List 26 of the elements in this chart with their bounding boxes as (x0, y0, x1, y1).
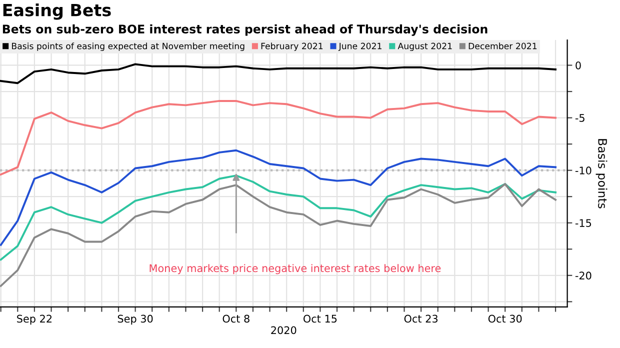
line-series (0, 149, 557, 246)
legend-label: June 2021 (338, 42, 382, 51)
x-tick-label: Oct 30 (488, 314, 522, 323)
line-series (0, 63, 557, 84)
x-tick-label: Sep 22 (17, 314, 52, 325)
y-tick-label: -5 (575, 114, 584, 122)
x-axis-title: 2020 (271, 326, 296, 334)
y-tick-label: 0 (576, 61, 581, 70)
annotation: Money markets price negative interest rates below here (150, 264, 441, 274)
x-tick-label: Oct 23 (404, 314, 438, 323)
y-tick-label: -10 (575, 166, 592, 174)
legend-label: August 2021 (398, 42, 452, 51)
legend-label: Basis points of easing expected at November meeting (12, 42, 244, 51)
x-tick-label: Sep 30 (118, 314, 153, 325)
y-tick-label: -20 (575, 272, 592, 280)
y-tick-label: -15 (575, 219, 592, 227)
legend-label: December 2021 (468, 42, 537, 50)
line-series (0, 183, 557, 287)
line-series (0, 100, 557, 176)
x-tick-label: Oct 15 (304, 314, 337, 323)
x-tick-label: Oct 8 (222, 314, 250, 323)
y-axis-title: Basis points (596, 139, 608, 208)
chart-subtitle: Bets on sub-zero BOE interest rates persist ahead of Thursday's decision (2, 24, 488, 36)
line-series (0, 174, 557, 261)
legend-label: February 2021 (261, 42, 323, 51)
chart-title: Easing Bets (3, 3, 111, 20)
